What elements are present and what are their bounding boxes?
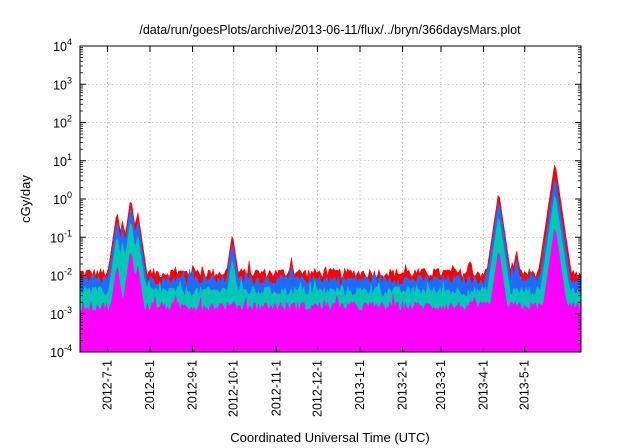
x-tick-label: 2012-7-1 — [100, 360, 114, 410]
axis-ticks — [80, 45, 581, 353]
x-tick-labels: 2012-7-1 2012-8-1 2012-9-1 2012-10-1 2012-11… — [100, 360, 531, 417]
y-tick-label: 100 — [53, 190, 72, 207]
x-tick-label: 2012-10-1 — [227, 360, 241, 417]
series-areas — [79, 164, 582, 353]
y-tick-label: 103 — [53, 75, 72, 92]
chart-title: /data/run/goesPlots/archive/2013-06-11/f… — [139, 23, 521, 37]
y-tick-label: 10-2 — [50, 267, 72, 284]
x-tick-label: 2012-8-1 — [143, 360, 157, 410]
y-axis-label: cGy/day — [18, 175, 33, 223]
y-tick-label: 10-1 — [50, 228, 72, 245]
x-axis-label: Coordinated Universal Time (UTC) — [230, 430, 429, 445]
y-tick-label: 104 — [53, 37, 72, 54]
x-tick-label: 2013-2-1 — [396, 360, 410, 410]
x-tick-label: 2013-5-1 — [518, 360, 532, 410]
x-tick-label: 2012-11-1 — [269, 360, 283, 416]
x-tick-label: 2013-3-1 — [434, 360, 448, 410]
y-tick-label: 10-3 — [50, 305, 72, 322]
y-tick-label: 101 — [53, 152, 72, 169]
x-tick-label: 2012-9-1 — [186, 360, 200, 410]
y-tick-labels: 10-4 10-3 10-2 10-1 100 101 102 103 104 — [50, 37, 72, 360]
y-tick-label: 10-4 — [50, 343, 72, 360]
x-tick-label: 2012-12-1 — [310, 360, 324, 417]
x-tick-label: 2013-4-1 — [477, 360, 491, 410]
y-tick-label: 102 — [53, 114, 72, 131]
x-tick-label: 2013-1-1 — [353, 360, 367, 410]
series-area-3 — [79, 228, 582, 353]
